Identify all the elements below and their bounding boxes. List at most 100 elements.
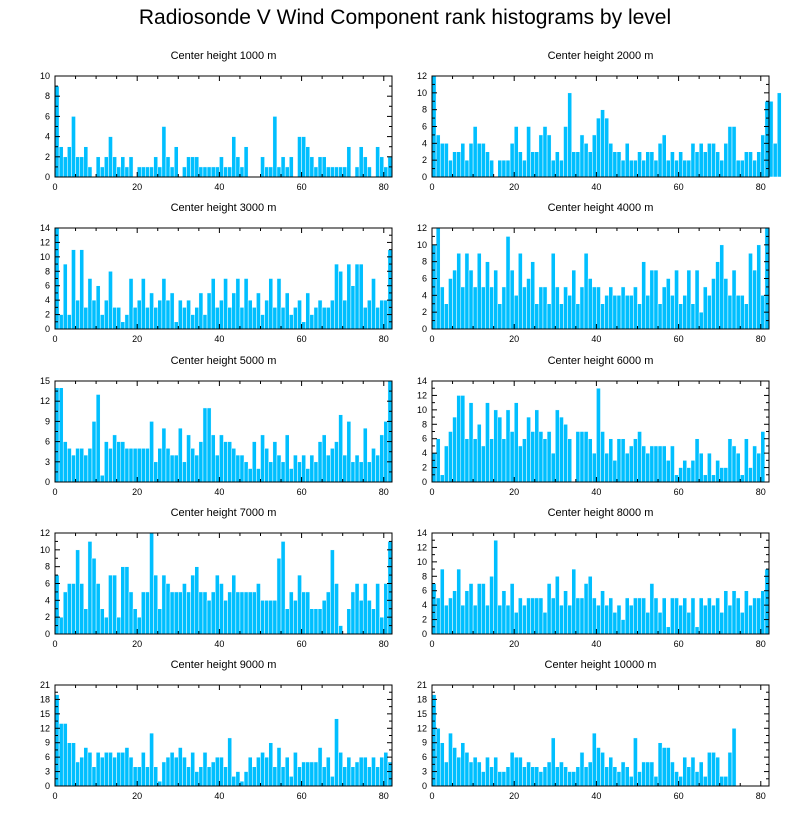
bar (206, 766, 212, 787)
bar (723, 278, 729, 330)
bar (169, 454, 175, 483)
bar (71, 249, 76, 330)
bar (379, 756, 385, 787)
bar (305, 292, 311, 330)
panel-title: Center height 7000 m (171, 507, 277, 519)
bar (387, 249, 393, 330)
bar (468, 269, 474, 330)
x-tick-label: 20 (132, 791, 142, 801)
bar (485, 756, 490, 787)
bar (702, 604, 708, 635)
bar (468, 583, 474, 635)
bar (604, 295, 609, 330)
bar (58, 314, 64, 330)
bar (534, 151, 540, 178)
x-tick-label: 20 (132, 487, 142, 497)
bar (756, 244, 762, 330)
x-tick-label: 0 (52, 487, 57, 497)
bar (513, 402, 519, 483)
bar (104, 156, 109, 178)
bar (719, 612, 725, 635)
bar (448, 159, 453, 178)
bar (215, 166, 220, 178)
bar (178, 591, 183, 635)
bar (452, 151, 457, 178)
bar (583, 253, 589, 330)
bar (165, 583, 171, 635)
bar (431, 694, 437, 787)
bar (612, 151, 618, 178)
bar (297, 461, 302, 483)
bar (202, 407, 208, 483)
bar (620, 619, 626, 635)
bar (358, 600, 364, 635)
bar (223, 441, 228, 483)
bar (161, 126, 167, 178)
y-tick-label: 14 (40, 223, 50, 233)
bar (379, 156, 385, 178)
bar (559, 303, 564, 330)
bar (633, 737, 638, 787)
bar (358, 146, 364, 178)
bar (354, 263, 360, 330)
y-tick-label: 6 (422, 586, 427, 596)
bar (198, 292, 204, 330)
bar (649, 151, 655, 178)
bar (173, 146, 179, 178)
bar (739, 612, 745, 635)
bar (71, 454, 76, 483)
bar (579, 134, 585, 178)
y-tick-label: 0 (422, 477, 427, 487)
bar (620, 438, 626, 483)
bar (604, 452, 609, 483)
bar (153, 574, 158, 635)
bar (260, 314, 265, 330)
x-tick-label: 40 (214, 334, 224, 344)
bar (243, 771, 249, 787)
bar (301, 136, 306, 178)
bar (666, 159, 671, 178)
bar (698, 761, 704, 787)
bar (731, 126, 737, 178)
y-tick-label: 4 (422, 290, 427, 300)
bar (711, 604, 716, 635)
bar (538, 597, 544, 635)
bar (284, 166, 290, 178)
bar (686, 612, 692, 635)
bar (735, 159, 741, 178)
bar (375, 583, 380, 635)
y-tick-label: 9 (45, 738, 50, 748)
bar (104, 441, 109, 483)
bar (670, 295, 675, 330)
bar (338, 625, 343, 635)
y-tick-label: 8 (422, 419, 427, 429)
bar (485, 151, 490, 178)
bar (202, 166, 208, 178)
bar (198, 766, 204, 787)
bar (444, 303, 449, 330)
bar (616, 604, 622, 635)
y-tick-label: 14 (417, 376, 427, 386)
bar (522, 604, 527, 635)
bar (735, 295, 741, 330)
y-tick-label: 6 (45, 437, 50, 447)
bar (157, 780, 163, 787)
bar (555, 766, 560, 787)
bar (112, 156, 117, 178)
bar (289, 776, 294, 787)
bar (272, 600, 278, 635)
panel-4: Center height 4000 m 0 20 40 60 80 0 2 4 6 8 10 12 (417, 202, 770, 344)
bar (604, 117, 609, 178)
bar (707, 452, 712, 483)
bar (383, 166, 389, 178)
bar (600, 109, 605, 178)
bar (456, 568, 462, 635)
bar (653, 776, 659, 787)
bar (293, 307, 298, 330)
bar (252, 766, 257, 787)
bar (485, 261, 490, 330)
bar (468, 402, 474, 483)
bar (186, 766, 191, 787)
bar (513, 756, 519, 787)
bar (653, 159, 659, 178)
